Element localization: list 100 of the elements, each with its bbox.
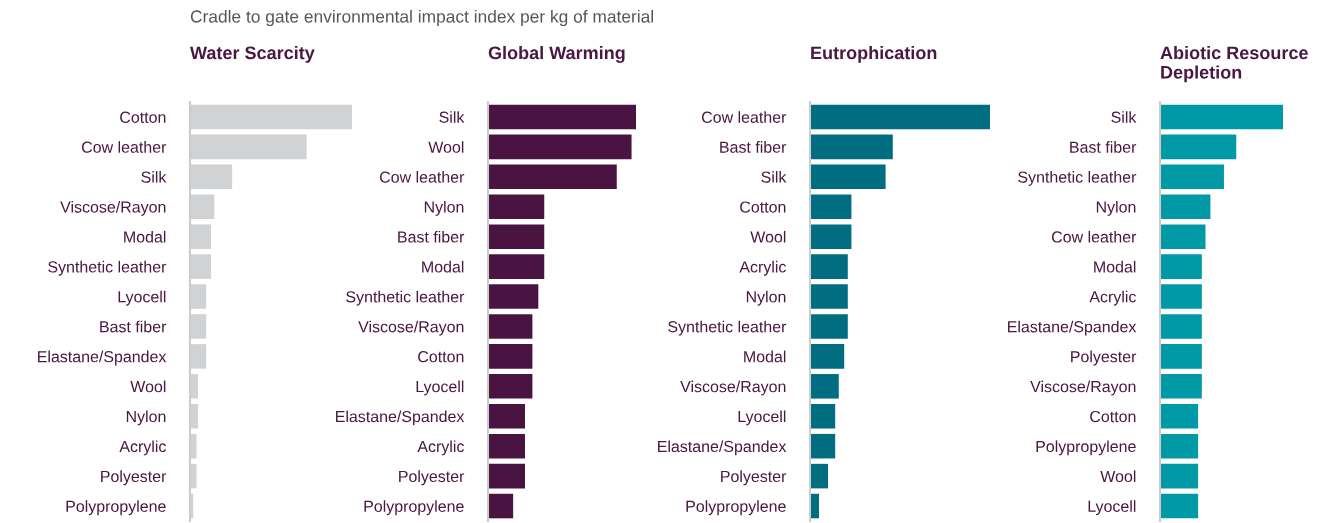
bar — [488, 314, 533, 339]
y-tick-label: Cow leather — [701, 111, 787, 123]
bar — [1160, 344, 1202, 369]
y-tick-label: Lyocell — [416, 380, 464, 396]
chart-title: Water Scarcity — [190, 46, 315, 63]
y-tick-label: Cotton — [120, 111, 166, 123]
chart-title: Eutrophication — [811, 46, 937, 63]
y-tick-label: Synthetic leather — [346, 290, 465, 306]
bar — [1160, 433, 1199, 459]
bar — [1160, 134, 1237, 160]
y-tick-label: Synthetic leather — [668, 320, 787, 336]
y-tick-label: Synthetic leather — [1018, 171, 1137, 186]
y-tick-label: Polypropylene — [1036, 440, 1136, 456]
y-tick-label: Nylon — [424, 200, 464, 216]
text: Cradle to gate environmental impact index per kg of material — [190, 9, 653, 27]
bar — [488, 134, 632, 160]
bar — [1160, 403, 1199, 429]
y-tick-label: Nylon — [1096, 200, 1136, 216]
y-tick-label: Nylon — [126, 410, 166, 426]
bar — [810, 433, 836, 459]
y-tick-label: Acrylic — [119, 440, 166, 456]
y-tick-label: Elastane/Spandex — [1008, 320, 1137, 336]
y-tick-label: Wool — [750, 230, 786, 243]
y-tick-label: Modal — [1094, 260, 1136, 273]
y-tick-label: Cotton — [418, 351, 464, 363]
y-tick-label: Polypropylene — [66, 500, 166, 516]
bar — [1160, 284, 1202, 309]
y-tick-label: Polypropylene — [364, 500, 464, 516]
y-tick-label: Polyester — [399, 470, 465, 486]
bar — [810, 104, 990, 130]
y-tick-label: Bast fiber — [1070, 141, 1137, 153]
bar — [488, 254, 545, 279]
y-tick-label: Lyocell — [118, 290, 166, 306]
y-tick-label: Viscose/Rayon — [1030, 380, 1136, 396]
bar — [1160, 254, 1202, 279]
y-tick-label: Wool — [428, 141, 464, 153]
bar — [810, 224, 852, 249]
y-tick-label: Polyester — [101, 470, 167, 486]
y-tick-label: Modal — [124, 230, 166, 243]
bar — [810, 344, 845, 369]
bar — [488, 493, 514, 519]
y-tick-label: Lyocell — [738, 410, 786, 426]
y-tick-label: Cotton — [740, 201, 786, 213]
bar — [810, 134, 893, 160]
bar — [810, 314, 848, 339]
y-tick-label: Acrylic — [1089, 290, 1136, 306]
bar — [488, 284, 539, 309]
bar — [1160, 224, 1206, 249]
bar — [488, 463, 525, 489]
y-tick-label: Bast fiber — [720, 141, 787, 153]
y-tick-label: Silk — [761, 171, 787, 183]
y-tick-label: Modal — [744, 350, 786, 363]
y-tick-label: Polyester — [721, 470, 787, 486]
y-tick-label: Synthetic leather — [48, 260, 167, 276]
y-tick-label: Cow leather — [81, 141, 167, 153]
y-tick-label: Elastane/Spandex — [658, 440, 787, 456]
y-tick-label: Lyocell — [1088, 500, 1136, 516]
bar — [810, 403, 836, 429]
y-tick-label: Wool — [130, 380, 166, 393]
bar — [1160, 463, 1199, 489]
y-tick-label: Viscose/Rayon — [358, 320, 464, 336]
y-tick-label: Silk — [439, 111, 465, 123]
bar — [488, 403, 525, 429]
bar — [810, 284, 848, 309]
bar — [1160, 314, 1202, 339]
y-tick-label: Bast fiber — [100, 320, 167, 333]
y-tick-label: Silk — [141, 171, 167, 183]
bar — [810, 374, 839, 399]
y-tick-label: Cow leather — [1051, 230, 1137, 243]
bar — [810, 254, 848, 279]
bar — [488, 344, 533, 369]
bar — [488, 164, 617, 190]
bar — [488, 194, 545, 220]
y-tick-label: Elastane/Spandex — [38, 350, 167, 366]
bar — [488, 374, 533, 399]
bar — [488, 104, 636, 130]
y-tick-label: Nylon — [746, 290, 786, 306]
bar — [1160, 104, 1283, 130]
bar — [488, 224, 545, 249]
y-tick-label: Bast fiber — [398, 230, 465, 243]
y-tick-label: Cow leather — [379, 171, 465, 183]
bar — [810, 164, 886, 190]
y-tick-label: Modal — [422, 260, 464, 273]
y-tick-label: Polypropylene — [686, 500, 786, 516]
y-tick-label: Elastane/Spandex — [336, 410, 465, 426]
y-tick-label: Silk — [1111, 111, 1137, 123]
bar — [1160, 164, 1224, 190]
y-tick-label: Viscose/Rayon — [680, 380, 786, 396]
y-tick-label: Polyester — [1071, 350, 1137, 366]
y-tick-label: Wool — [1100, 470, 1136, 483]
y-tick-label: Cotton — [1090, 410, 1136, 423]
bar — [810, 194, 852, 220]
y-tick-label: Acrylic — [417, 440, 464, 456]
chart-title: Abiotic Resource Depletion — [1160, 46, 1308, 83]
bar — [810, 463, 828, 489]
y-tick-label: Acrylic — [739, 260, 786, 276]
bar — [1160, 493, 1199, 519]
bar — [488, 433, 525, 459]
chart-title: Global Warming — [488, 46, 625, 63]
y-tick-label: Viscose/Rayon — [60, 200, 166, 216]
